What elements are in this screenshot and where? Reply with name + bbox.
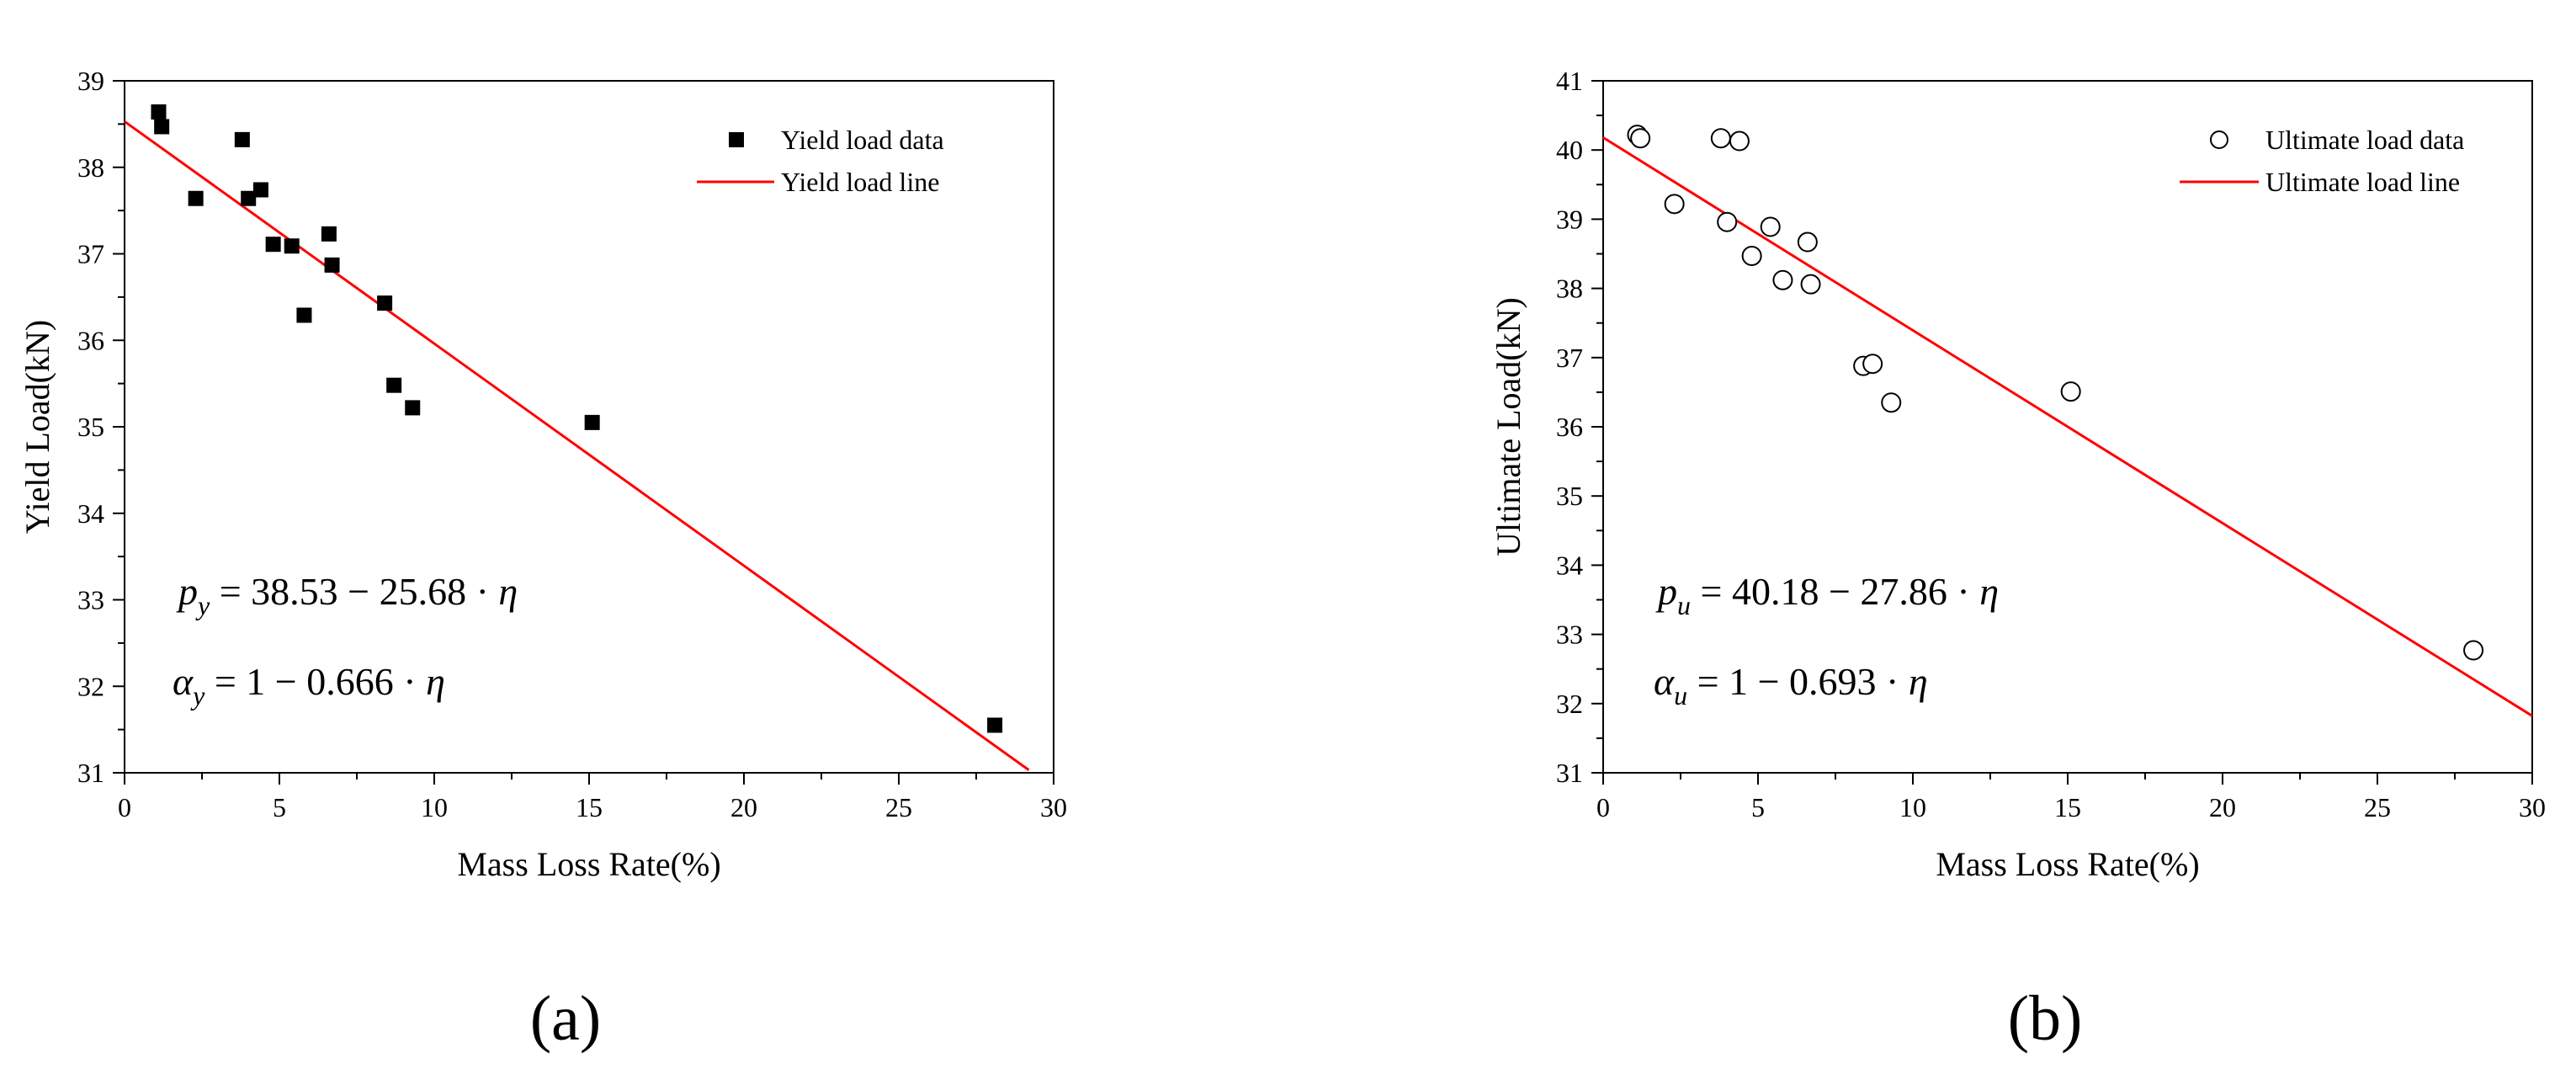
y-tick-label: 32 <box>1556 689 1583 719</box>
data-point <box>151 104 167 120</box>
y-tick-label: 41 <box>1556 66 1583 96</box>
x-tick-label: 10 <box>1899 792 1926 822</box>
data-point <box>1800 274 1821 295</box>
data-point <box>1710 128 1731 149</box>
legend-entry-data: Yield load data <box>781 125 944 155</box>
data-point <box>252 182 268 198</box>
y-tick-label: 31 <box>1556 758 1583 788</box>
x-axis: 0 5 10 15 20 25 30 <box>1596 773 2546 822</box>
panel-label-a: (a) <box>530 983 601 1054</box>
y-tick-label: 33 <box>77 585 104 615</box>
legend-entry-line: Ultimate load line <box>2265 167 2460 197</box>
data-point <box>1741 245 1762 266</box>
equation-1: pu = 40.18 − 27.86 · η <box>1655 570 1999 620</box>
panel-label-b: (b) <box>2008 983 2083 1054</box>
data-point <box>1797 231 1818 253</box>
x-tick-label: 25 <box>885 792 912 822</box>
y-tick-label: 37 <box>1556 343 1583 373</box>
data-point <box>1664 194 1685 215</box>
x-tick-label: 0 <box>1596 792 1610 822</box>
y-tick-label: 35 <box>1556 481 1583 511</box>
data-point <box>1630 128 1651 149</box>
x-axis: 0 5 10 15 20 25 30 <box>118 773 1067 822</box>
chart-panel-b: 0 5 10 15 20 25 30 31 32 33 34 35 36 37 38 39 40 41 Mass… <box>1490 66 2546 1054</box>
data-point <box>1862 354 1883 375</box>
y-axis-label: Ultimate Load(kN) <box>1490 297 1527 556</box>
x-tick-label: 25 <box>2364 792 2391 822</box>
y-tick-label: 37 <box>77 239 104 269</box>
y-axis: 31 32 33 34 35 36 37 38 39 40 41 <box>1556 66 1603 788</box>
x-axis-label: Mass Loss Rate(%) <box>1936 845 2199 883</box>
legend-marker-square <box>729 132 744 147</box>
x-tick-label: 30 <box>1040 792 1067 822</box>
y-tick-label: 34 <box>77 498 104 529</box>
y-tick-label: 38 <box>1556 274 1583 304</box>
y-tick-label: 40 <box>1556 135 1583 165</box>
data-point <box>1760 216 1781 237</box>
legend-entry-line: Yield load line <box>781 167 939 197</box>
x-tick-label: 20 <box>2209 792 2236 822</box>
data-point <box>188 190 204 206</box>
data-point <box>154 119 170 135</box>
y-tick-label: 31 <box>77 758 104 788</box>
y-tick-label: 35 <box>77 412 104 442</box>
data-point <box>324 257 340 273</box>
data-point <box>234 131 250 147</box>
equation-2: αu = 1 − 0.693 · η <box>1654 660 1928 710</box>
x-tick-label: 15 <box>2054 792 2081 822</box>
x-tick-label: 5 <box>1751 792 1765 822</box>
data-point <box>386 377 402 393</box>
legend-marker-circle <box>2210 130 2228 149</box>
y-tick-label: 39 <box>1556 204 1583 234</box>
x-tick-label: 10 <box>421 792 448 822</box>
y-tick-label: 36 <box>77 325 104 355</box>
y-tick-label: 39 <box>77 66 104 96</box>
data-point <box>2463 640 2484 661</box>
y-tick-label: 34 <box>1556 550 1583 580</box>
equation-2: αy = 1 − 0.666 · η <box>173 660 445 710</box>
equation-block: pu = 40.18 − 27.86 · η αu = 1 − 0.693 · … <box>1654 570 1999 710</box>
data-point <box>1717 211 1738 232</box>
fit-line <box>124 120 1030 771</box>
fit-line-group <box>124 120 1030 771</box>
y-axis: 31 32 33 34 35 36 37 38 39 <box>77 66 125 788</box>
equation-1: py = 38.53 − 25.68 · η <box>176 570 518 620</box>
data-point <box>1881 392 1902 413</box>
x-tick-label: 5 <box>273 792 286 822</box>
x-tick-label: 0 <box>118 792 131 822</box>
x-tick-label: 20 <box>730 792 757 822</box>
fit-line <box>1602 136 2533 717</box>
y-tick-label: 36 <box>1556 412 1583 442</box>
legend: Yield load data Yield load line <box>697 125 944 197</box>
data-point <box>987 717 1003 733</box>
data-point <box>1772 269 1793 290</box>
data-point <box>321 226 337 242</box>
data-point <box>405 400 421 416</box>
data-point <box>284 238 300 254</box>
data-point <box>296 307 312 323</box>
x-tick-label: 15 <box>576 792 603 822</box>
y-tick-label: 32 <box>77 671 104 701</box>
x-axis-label: Mass Loss Rate(%) <box>457 845 720 883</box>
data-points <box>151 104 1003 733</box>
data-point <box>265 237 281 253</box>
data-point <box>241 190 257 206</box>
fit-line-group <box>1602 136 2533 717</box>
data-points <box>1627 125 2484 661</box>
data-point <box>377 295 393 311</box>
x-tick-label: 30 <box>2519 792 2546 822</box>
chart-panel-a: 0 5 10 15 20 25 30 31 32 33 34 35 36 37 38 39 Mass Los… <box>19 66 1067 1054</box>
legend-entry-data: Ultimate load data <box>2265 125 2464 155</box>
data-point <box>1729 130 1750 152</box>
y-tick-label: 33 <box>1556 620 1583 650</box>
data-point <box>584 414 600 430</box>
y-axis-label: Yield Load(kN) <box>19 320 56 534</box>
data-point <box>2060 381 2081 402</box>
legend: Ultimate load data Ultimate load line <box>2180 125 2464 197</box>
equation-block: py = 38.53 − 25.68 · η αy = 1 − 0.666 · … <box>173 570 518 710</box>
y-tick-label: 38 <box>77 152 104 183</box>
